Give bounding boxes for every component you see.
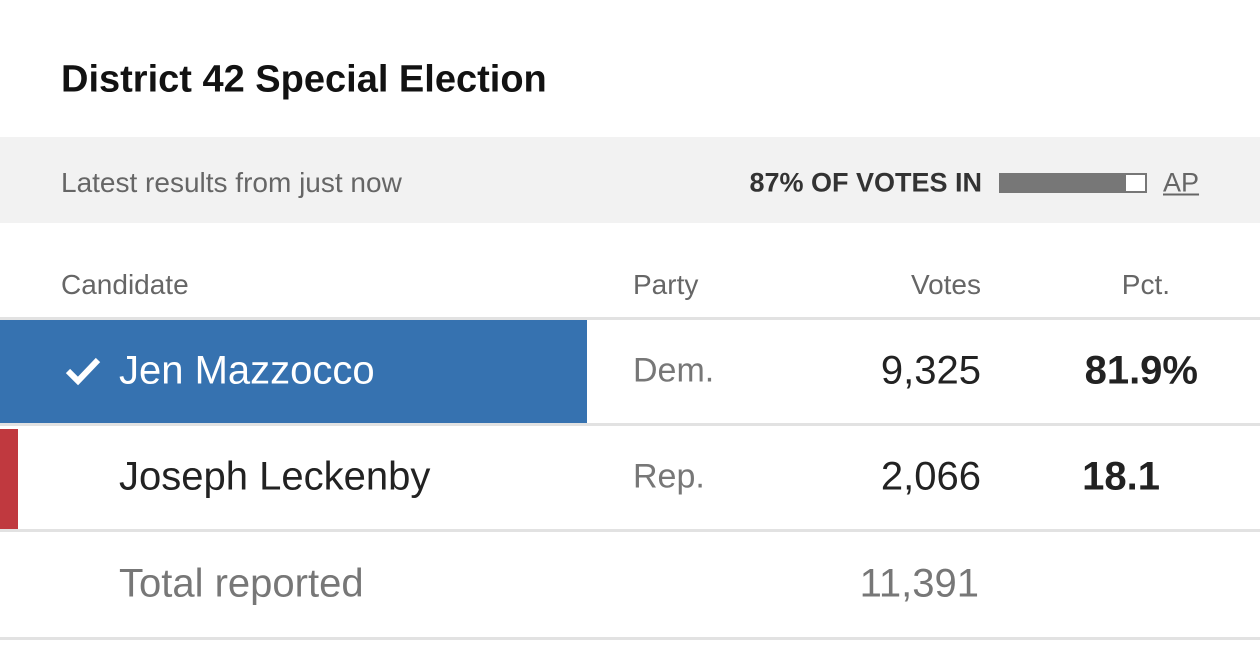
row-divider bbox=[0, 317, 1260, 320]
row-divider bbox=[0, 423, 1260, 426]
title: District 42 Special Election bbox=[61, 58, 547, 101]
reporting-fill bbox=[1001, 175, 1127, 191]
check-path bbox=[65, 357, 101, 386]
column-header: Candidate bbox=[61, 269, 189, 300]
row-divider bbox=[0, 529, 1260, 532]
votes: 2,066 bbox=[880, 454, 981, 499]
pct: 18.1 bbox=[1082, 454, 1160, 499]
row-divider bbox=[0, 637, 1260, 640]
reporting-bar bbox=[999, 173, 1147, 193]
source-link[interactable]: AP bbox=[1163, 167, 1200, 198]
winner-fill bbox=[0, 320, 587, 423]
party-strip bbox=[0, 429, 18, 532]
candidate-name: Jen Mazzocco bbox=[119, 348, 375, 393]
winner-check bbox=[65, 357, 101, 386]
pct: 81.9% bbox=[1084, 348, 1198, 393]
party: Dem. bbox=[633, 351, 715, 390]
reporting-label: 87% OF VOTES IN bbox=[749, 167, 982, 198]
candidate-name: Joseph Leckenby bbox=[119, 454, 431, 499]
total-label: Total reported bbox=[119, 561, 364, 606]
column-header: Pct. bbox=[1121, 269, 1170, 300]
column-header: Votes bbox=[910, 269, 981, 300]
votes: 9,325 bbox=[880, 348, 981, 393]
total-votes: 11,391 bbox=[859, 561, 979, 606]
column-header: Party bbox=[633, 269, 699, 300]
party: Rep. bbox=[633, 457, 705, 496]
status-text: Latest results from just now bbox=[61, 167, 402, 198]
